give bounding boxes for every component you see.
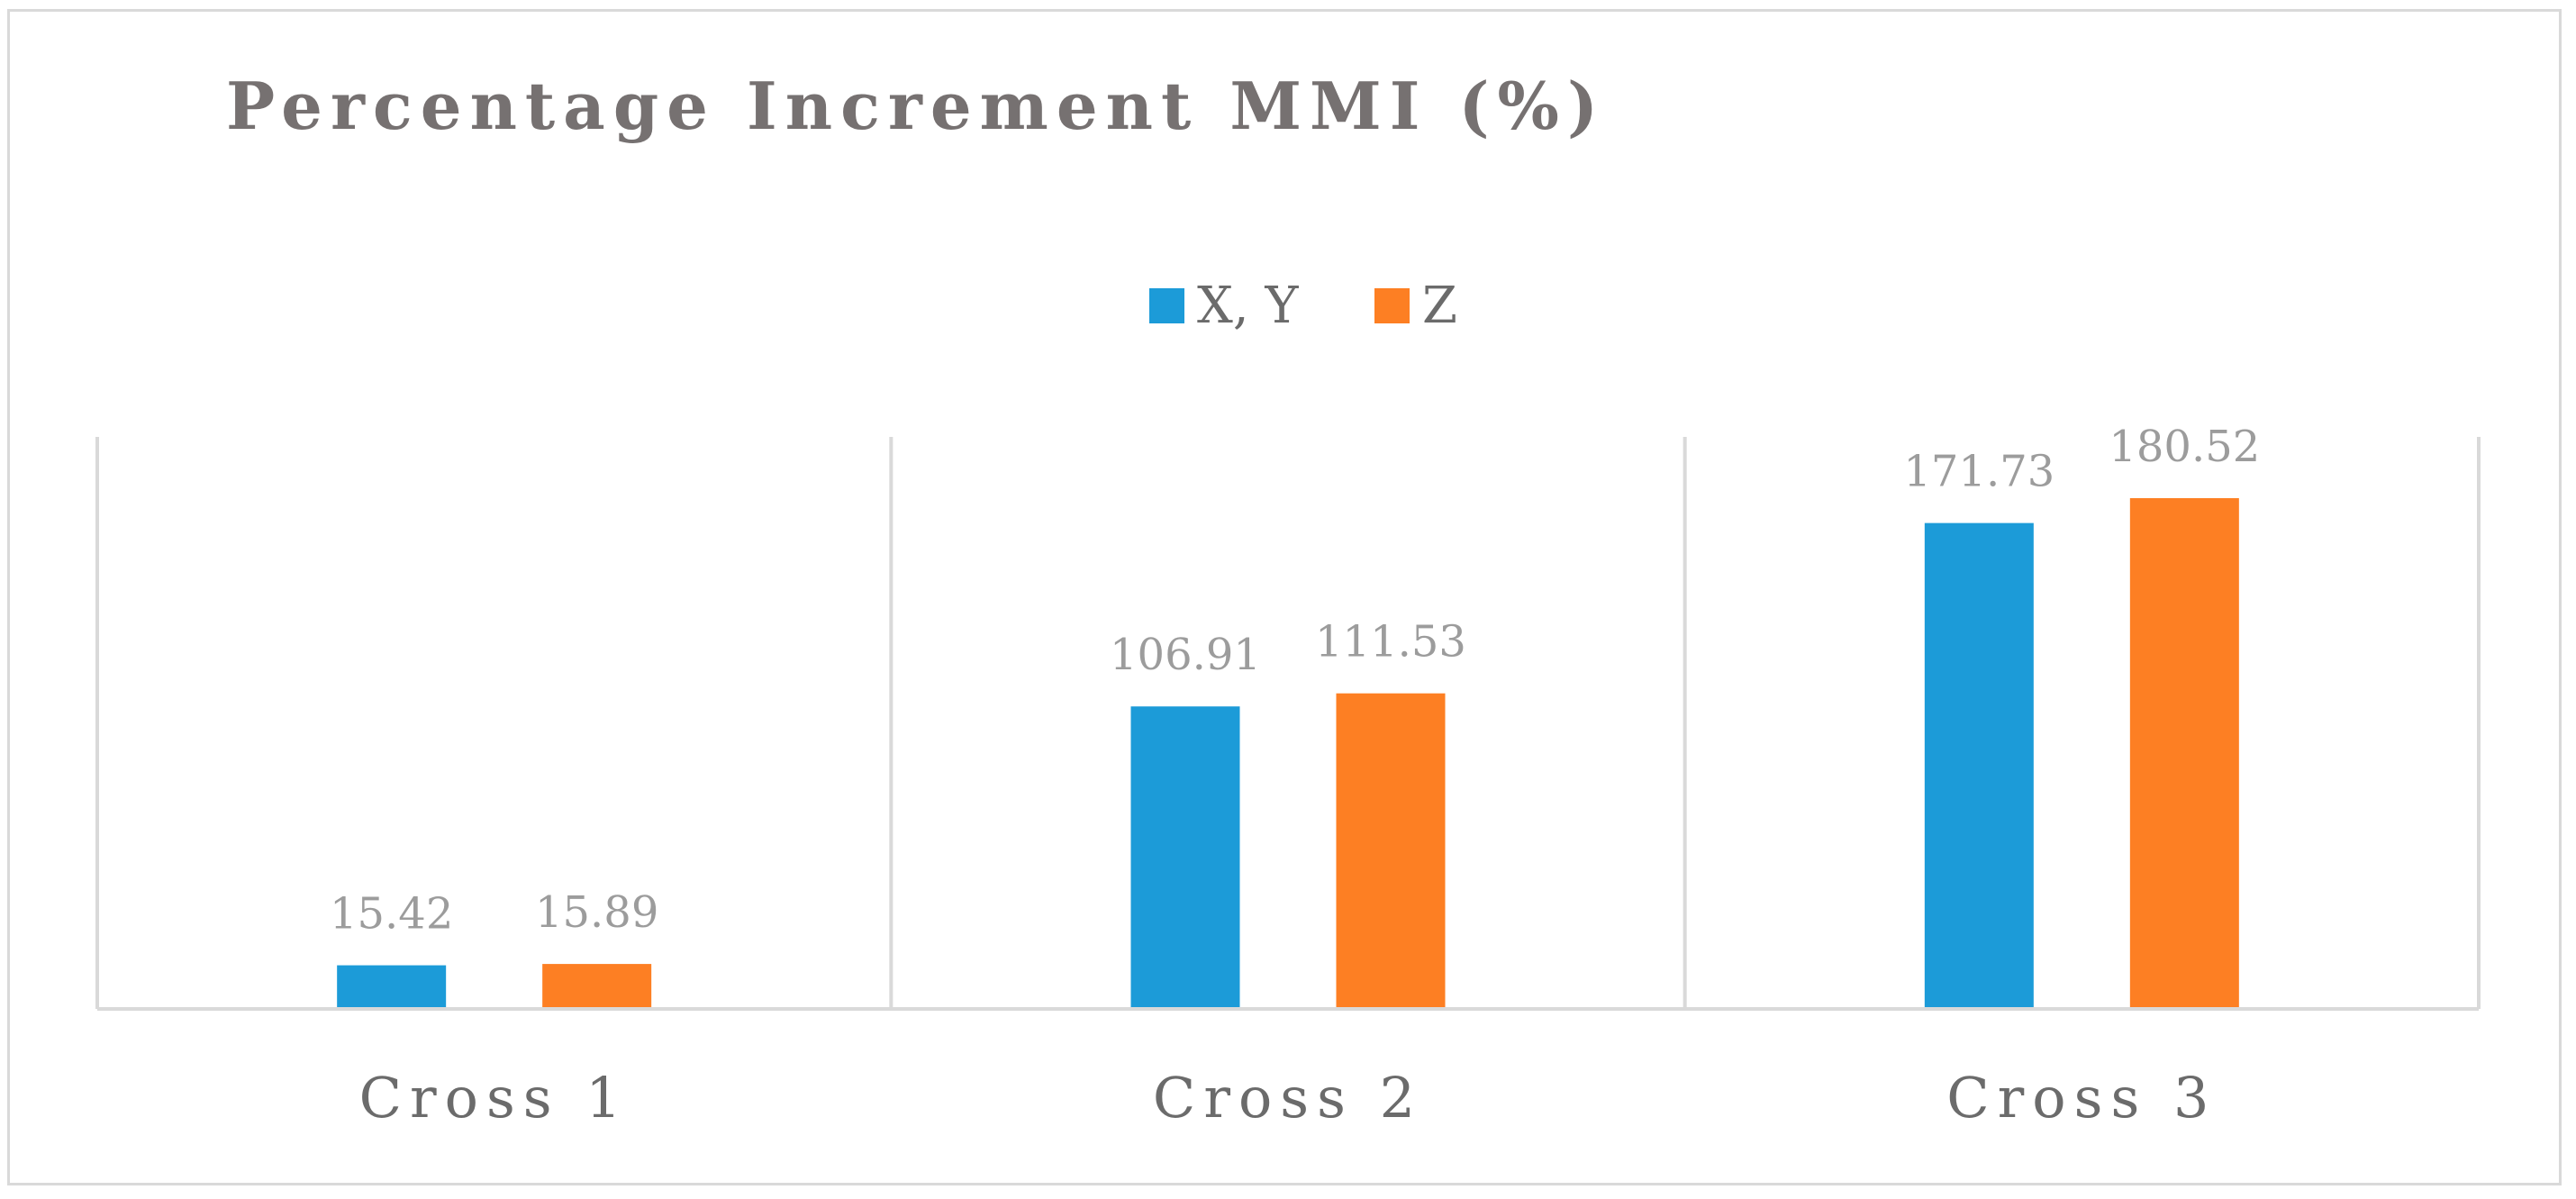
bar-xy-cross-2 xyxy=(1130,706,1240,1009)
legend-label: X, Y xyxy=(1197,277,1299,335)
legend-swatch xyxy=(1149,288,1184,323)
legend-swatch xyxy=(1374,288,1410,323)
data-label: 106.91 xyxy=(1110,630,1261,680)
bar-xy-cross-1 xyxy=(337,965,447,1009)
data-label: 111.53 xyxy=(1315,617,1466,668)
category-label: Cross 2 xyxy=(1153,1065,1423,1131)
legend-label: Z xyxy=(1422,277,1457,335)
category-label: Cross 1 xyxy=(359,1065,630,1131)
category-label: Cross 3 xyxy=(1946,1065,2217,1131)
bar-z-cross-2 xyxy=(1336,693,1446,1009)
bars xyxy=(337,498,2239,1009)
data-labels: 15.42 106.91 171.73 15.89 111.53 180.52 xyxy=(330,422,2260,940)
data-label: 180.52 xyxy=(2109,422,2260,472)
data-label: 171.73 xyxy=(1903,447,2054,497)
chart-title: Percentage Increment MMI (%) xyxy=(226,68,1606,144)
legend: X, Y Z xyxy=(1149,277,1457,335)
data-label: 15.42 xyxy=(330,889,453,940)
bar-z-cross-1 xyxy=(542,964,652,1009)
data-label: 15.89 xyxy=(535,887,658,938)
bar-xy-cross-3 xyxy=(1924,522,2034,1009)
category-labels: Cross 1 Cross 2 Cross 3 xyxy=(359,1065,2217,1131)
bar-z-cross-3 xyxy=(2129,498,2239,1009)
category-separators xyxy=(95,437,2481,1009)
